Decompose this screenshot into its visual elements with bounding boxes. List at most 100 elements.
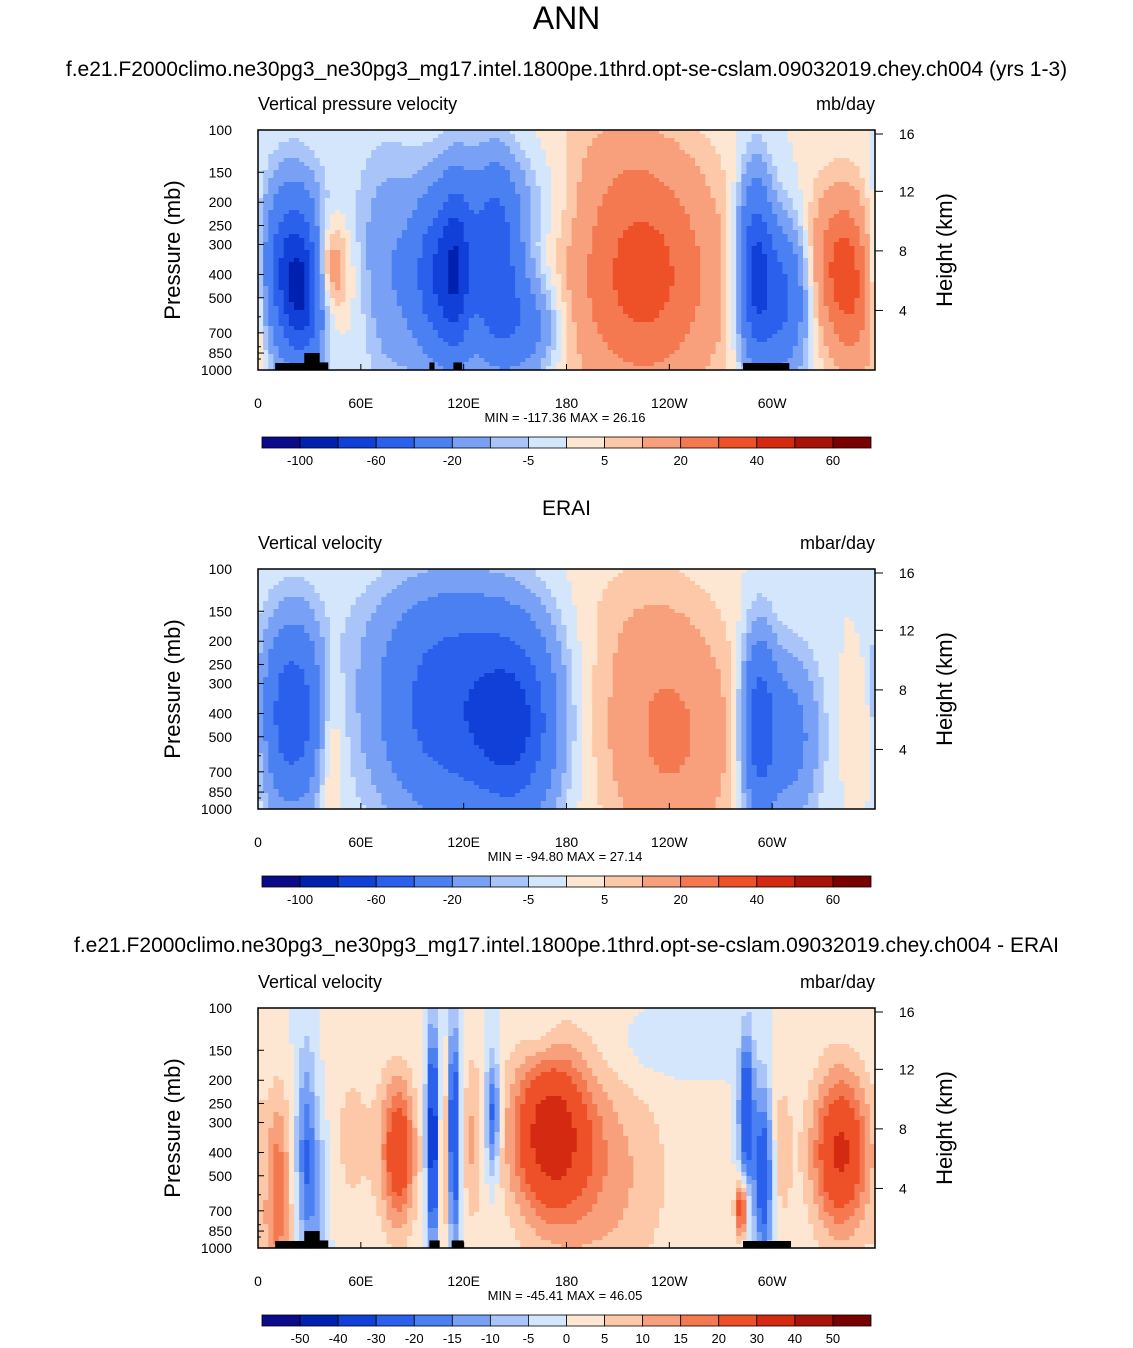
field-cell xyxy=(654,290,660,295)
field-cell xyxy=(443,278,449,283)
field-cell xyxy=(381,198,387,203)
field-cell xyxy=(762,274,768,279)
field-cell xyxy=(772,146,778,151)
field-cell xyxy=(849,182,855,187)
field-cell xyxy=(428,230,434,235)
field-cell xyxy=(479,222,485,227)
field-cell xyxy=(258,154,264,159)
field-cell xyxy=(685,210,691,215)
field-cell xyxy=(705,206,711,211)
field-cell xyxy=(366,202,372,207)
field-cell xyxy=(690,262,696,267)
field-cell xyxy=(330,278,336,283)
field-cell xyxy=(813,182,819,187)
field-cell xyxy=(387,166,393,171)
field-cell xyxy=(808,246,814,251)
field-cell xyxy=(433,142,439,147)
field-cell xyxy=(289,202,295,207)
field-cell xyxy=(273,150,279,155)
field-cell xyxy=(464,190,470,195)
field-cell xyxy=(638,214,644,219)
field-cell xyxy=(345,218,351,223)
field-cell xyxy=(546,274,552,279)
field-cell xyxy=(268,262,274,267)
field-cell xyxy=(567,182,573,187)
field-cell xyxy=(330,234,336,239)
field-cell xyxy=(505,274,511,279)
field-cell xyxy=(664,282,670,287)
field-cell xyxy=(525,294,531,299)
field-cell xyxy=(531,250,537,255)
field-cell xyxy=(505,222,511,227)
field-cell xyxy=(772,238,778,243)
field-cell xyxy=(721,234,727,239)
field-cell xyxy=(803,206,809,211)
field-cell xyxy=(680,150,686,155)
field-cell xyxy=(613,142,619,147)
field-cell xyxy=(531,206,537,211)
field-cell xyxy=(525,158,531,163)
field-cell xyxy=(567,186,573,191)
field-cell xyxy=(685,146,691,151)
field-cell xyxy=(505,270,511,275)
field-cell xyxy=(721,190,727,195)
field-cell xyxy=(397,254,403,259)
field-cell xyxy=(428,286,434,291)
field-cell xyxy=(489,186,495,191)
field-cell xyxy=(623,178,629,183)
field-cell xyxy=(433,194,439,199)
field-cell xyxy=(782,218,788,223)
field-cell xyxy=(320,194,326,199)
field-cell xyxy=(674,266,680,271)
field-cell xyxy=(752,194,758,199)
field-cell xyxy=(777,222,783,227)
field-cell xyxy=(644,146,650,151)
field-cell xyxy=(438,250,444,255)
field-cell xyxy=(345,286,351,291)
field-cell xyxy=(664,214,670,219)
field-cell xyxy=(849,266,855,271)
field-cell xyxy=(397,186,403,191)
field-cell xyxy=(361,142,367,147)
field-cell xyxy=(767,282,773,287)
field-cell xyxy=(433,242,439,247)
field-cell xyxy=(803,282,809,287)
field-cell xyxy=(633,270,639,275)
field-cell xyxy=(366,146,372,151)
field-cell xyxy=(767,138,773,143)
field-cell xyxy=(284,226,290,231)
field-cell xyxy=(597,182,603,187)
field-cell xyxy=(541,198,547,203)
field-cell xyxy=(546,286,552,291)
field-cell xyxy=(320,290,326,295)
field-cell xyxy=(484,246,490,251)
field-cell xyxy=(515,166,521,171)
field-cell xyxy=(412,154,418,159)
field-cell xyxy=(381,178,387,183)
field-cell xyxy=(495,214,501,219)
field-cell xyxy=(320,218,326,223)
field-cell xyxy=(808,182,814,187)
field-cell xyxy=(741,266,747,271)
field-cell xyxy=(705,190,711,195)
field-cell xyxy=(479,242,485,247)
field-cell xyxy=(623,262,629,267)
field-cell xyxy=(690,150,696,155)
field-cell xyxy=(710,174,716,179)
field-cell xyxy=(736,286,742,291)
field-cell xyxy=(788,162,794,167)
field-cell xyxy=(674,206,680,211)
field-cell xyxy=(808,242,814,247)
field-cell xyxy=(484,154,490,159)
field-cell xyxy=(448,278,454,283)
field-cell xyxy=(474,214,480,219)
field-cell xyxy=(710,250,716,255)
field-cell xyxy=(330,282,336,287)
field-cell xyxy=(710,282,716,287)
field-cell xyxy=(674,278,680,283)
field-cell xyxy=(613,278,619,283)
field-cell xyxy=(736,278,742,283)
field-cell xyxy=(361,230,367,235)
field-cell xyxy=(376,214,382,219)
field-cell xyxy=(304,230,310,235)
